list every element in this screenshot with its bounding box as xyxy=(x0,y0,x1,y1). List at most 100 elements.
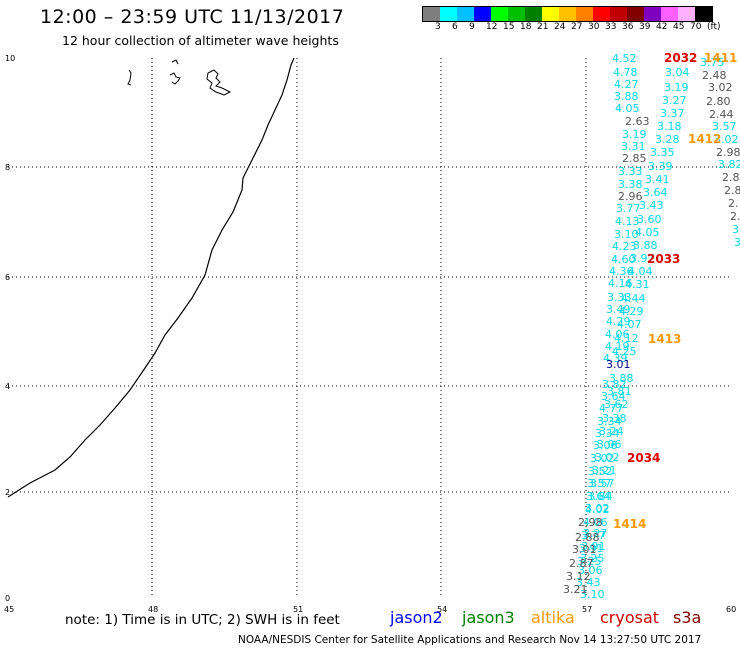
swh-value-label: 3.25 xyxy=(577,555,602,568)
swh-value-label: 3.19 xyxy=(664,81,689,94)
swh-value-label: 3.57 xyxy=(712,120,737,133)
island xyxy=(171,59,179,65)
swh-value-label: 3.10 xyxy=(614,228,639,241)
swh-value-label: 2.88 xyxy=(575,531,600,544)
color-scale-label: 18 xyxy=(520,22,532,32)
swh-value-label: 4.78 xyxy=(613,66,638,79)
color-swatch xyxy=(474,7,491,21)
swh-value-label: 3.91 xyxy=(581,540,606,553)
swh-value-label: 3.34 xyxy=(597,415,622,428)
pass-time-label: 2034 xyxy=(627,451,660,465)
swh-value-label: 4.77 xyxy=(599,402,624,415)
swh-value-label: 3.82 xyxy=(718,158,740,171)
color-swatch xyxy=(423,7,440,21)
y-tick-label: 6 xyxy=(5,273,10,282)
color-swatch xyxy=(559,7,576,21)
swh-value-label: 3.38 xyxy=(602,412,627,425)
swh-value-label: 3.82 xyxy=(602,378,627,391)
swh-value-label: 3.88 xyxy=(609,372,634,385)
swh-value-label: 3.57 xyxy=(587,477,612,490)
color-swatch xyxy=(525,7,542,21)
color-scale-label: 9 xyxy=(469,22,475,32)
swh-value-label: 4.05 xyxy=(635,226,660,239)
swh-value-label: 3.02 xyxy=(595,451,620,464)
color-scale-label: 33 xyxy=(605,22,617,32)
swh-value-label: 3.77 xyxy=(581,529,606,542)
pass-time-label: 1414 xyxy=(613,517,646,531)
swh-value-label: 2. xyxy=(728,197,739,210)
swh-value-label: 3.75 xyxy=(700,56,725,69)
swh-value-label: 3.81 xyxy=(607,385,632,398)
swh-value-label: 4.44 xyxy=(621,292,646,305)
swh-value-label: 3.60 xyxy=(637,213,662,226)
x-tick-label: 45 xyxy=(4,605,14,614)
y-tick-label: 2 xyxy=(5,488,10,497)
swh-value-label: 3.10 xyxy=(580,588,605,601)
swh-value-label: 4.23 xyxy=(612,240,637,253)
swh-value-label: 3.21 xyxy=(592,464,617,477)
pass-time-label: 1413 xyxy=(648,332,681,346)
swh-value-label: 3.27 xyxy=(583,527,608,540)
swh-value-label: 2.98 xyxy=(716,146,740,159)
color-swatch xyxy=(661,7,678,21)
color-scale-label: 3 xyxy=(435,22,441,32)
swh-value-label: 4.29 xyxy=(606,315,631,328)
color-scale-label: 42 xyxy=(656,22,668,32)
color-scale-label: 70 xyxy=(690,22,702,32)
swh-value-label: 3.19 xyxy=(622,128,647,141)
swh-value-label: 3.43 xyxy=(576,576,601,589)
color-swatch xyxy=(491,7,508,21)
swh-value-label: 3.12 xyxy=(566,570,591,583)
swh-value-label: 3.31 xyxy=(621,140,646,153)
swh-value-label: 3.37 xyxy=(660,107,685,120)
swh-value-label: 3.33 xyxy=(607,291,632,304)
swh-value-label: 3.64 xyxy=(586,490,611,503)
swh-value-label: 2.80 xyxy=(706,95,731,108)
axis-ticks: 45 48 51 54 57 60 10 8 6 4 2 0 xyxy=(4,54,736,614)
color-swatch xyxy=(678,7,695,21)
swh-value-label: 4.60 xyxy=(611,253,636,266)
swh-value-label: 3.91 xyxy=(579,542,604,555)
swh-value-label: 3.02 xyxy=(714,133,739,146)
swh-value-label: 3.38 xyxy=(618,178,643,191)
swh-value-label: 3 xyxy=(734,236,740,249)
swh-value-label: 3.97 xyxy=(630,252,655,265)
swh-value-label: 3.21 xyxy=(563,583,588,596)
swh-value-label: 4.06 xyxy=(583,516,608,529)
pass-time-label: 2033 xyxy=(647,252,680,266)
legend-item-cryosat: cryosat xyxy=(600,608,660,627)
swh-value-label: 2.8 xyxy=(724,184,740,197)
page-subtitle: 12 hour collection of altimeter wave hei… xyxy=(62,33,339,48)
swh-value-label: 4.06 xyxy=(605,328,630,341)
swh-value-label: 2.48 xyxy=(702,69,727,82)
swh-value-label: 3.52 xyxy=(588,465,613,478)
swh-value-label: 4.29 xyxy=(619,305,644,318)
color-swatch xyxy=(695,7,712,21)
x-tick-label: 54 xyxy=(437,605,447,614)
swh-value-label: 2.98 xyxy=(578,516,603,529)
swh-value-label: 4.19 xyxy=(605,340,630,353)
swh-value-label: 3.88 xyxy=(614,90,639,103)
x-tick-label: 60 xyxy=(726,605,736,614)
swh-value-label: 3.01 xyxy=(572,543,597,556)
x-tick-label: 51 xyxy=(293,605,303,614)
swh-value-label: 2.87 xyxy=(569,557,594,570)
swh-value-label: 3.43 xyxy=(639,199,664,212)
graticule-grid xyxy=(8,58,730,598)
color-swatch xyxy=(644,7,661,21)
color-scale-label: 36 xyxy=(622,22,634,32)
swh-value-label: 3.28 xyxy=(655,133,680,146)
swh-labels: 4.524.784.273.884.053.193.313.333.383.77… xyxy=(563,51,740,601)
swh-value-label: 3.06 xyxy=(578,564,603,577)
swh-value-label: 3.25 xyxy=(580,552,605,565)
swh-value-label: 3.84 xyxy=(588,490,613,503)
swh-value-label: 3.33 xyxy=(618,165,643,178)
pass-time-label: 1412 xyxy=(688,132,721,146)
swh-value-label: 4.52 xyxy=(612,52,637,65)
swh-value-label: 3.88 xyxy=(633,239,658,252)
swh-value-label: 3.04 xyxy=(665,66,690,79)
color-scale-label: 21 xyxy=(537,22,549,32)
swh-value-label: 2.85 xyxy=(622,152,647,165)
swh-value-label: 3.64 xyxy=(601,390,626,403)
